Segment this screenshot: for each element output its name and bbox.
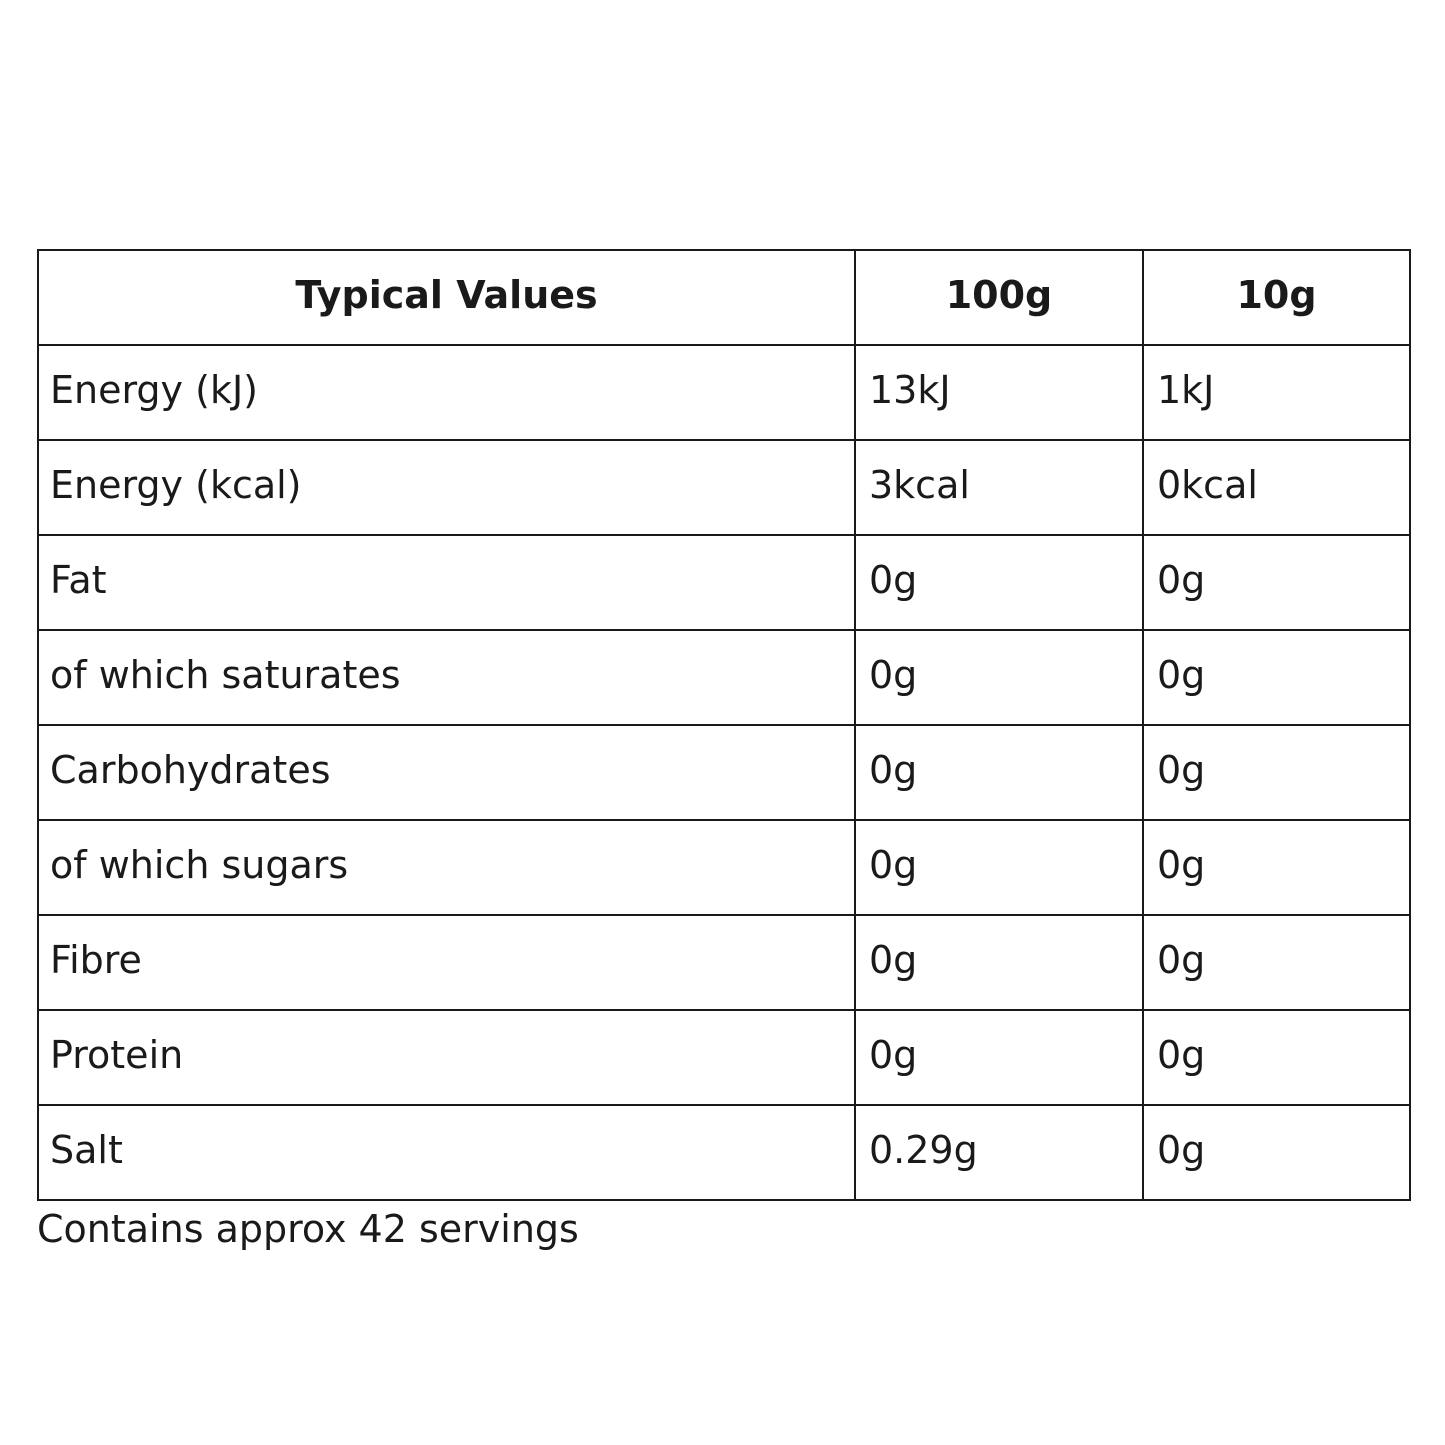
nutrient-value: 0g [1142,724,1411,821]
nutrient-value: 3kcal [854,439,1144,536]
table-row: Fibre 0g 0g [37,914,1411,1011]
header-cell: Typical Values [37,249,856,346]
table-row: of which sugars 0g 0g [37,819,1411,916]
nutrient-value: 0g [854,1009,1144,1106]
nutrient-label: Energy (kJ) [37,344,856,441]
footnote: Contains approx 42 servings [37,1207,579,1251]
nutrient-value: 0g [854,534,1144,631]
nutrient-value: 0g [1142,819,1411,916]
nutrient-label: Fibre [37,914,856,1011]
nutrition-table: Typical Values 100g 10g Energy (kJ) 13kJ 1kJ… [37,249,1411,1201]
nutrient-value: 0g [1142,1104,1411,1201]
nutrient-value: 0.29g [854,1104,1144,1201]
table-row: Protein 0g 0g [37,1009,1411,1106]
table-row: of which saturates 0g 0g [37,629,1411,726]
header-cell: 100g [854,249,1144,346]
nutrient-value: 0g [1142,534,1411,631]
nutrition-panel: Typical Values 100g 10g Energy (kJ) 13kJ 1kJ… [37,249,1411,1251]
table-row: Energy (kcal) 3kcal 0kcal [37,439,1411,536]
nutrient-label: Carbohydrates [37,724,856,821]
header-row: Typical Values 100g 10g [37,249,1411,346]
nutrient-label: of which saturates [37,629,856,726]
nutrient-label: of which sugars [37,819,856,916]
table-row: Salt 0.29g 0g [37,1104,1411,1201]
nutrient-value: 0kcal [1142,439,1411,536]
nutrient-label: Salt [37,1104,856,1201]
table-row: Energy (kJ) 13kJ 1kJ [37,344,1411,441]
nutrient-value: 0g [1142,629,1411,726]
nutrient-value: 13kJ [854,344,1144,441]
nutrient-label: Energy (kcal) [37,439,856,536]
nutrient-value: 0g [854,629,1144,726]
table-row: Fat 0g 0g [37,534,1411,631]
header-cell: 10g [1142,249,1411,346]
nutrient-value: 1kJ [1142,344,1411,441]
nutrient-value: 0g [1142,1009,1411,1106]
nutrient-label: Fat [37,534,856,631]
nutrient-value: 0g [854,819,1144,916]
nutrient-label: Protein [37,1009,856,1106]
table-row: Carbohydrates 0g 0g [37,724,1411,821]
nutrient-value: 0g [1142,914,1411,1011]
nutrient-value: 0g [854,724,1144,821]
nutrient-value: 0g [854,914,1144,1011]
